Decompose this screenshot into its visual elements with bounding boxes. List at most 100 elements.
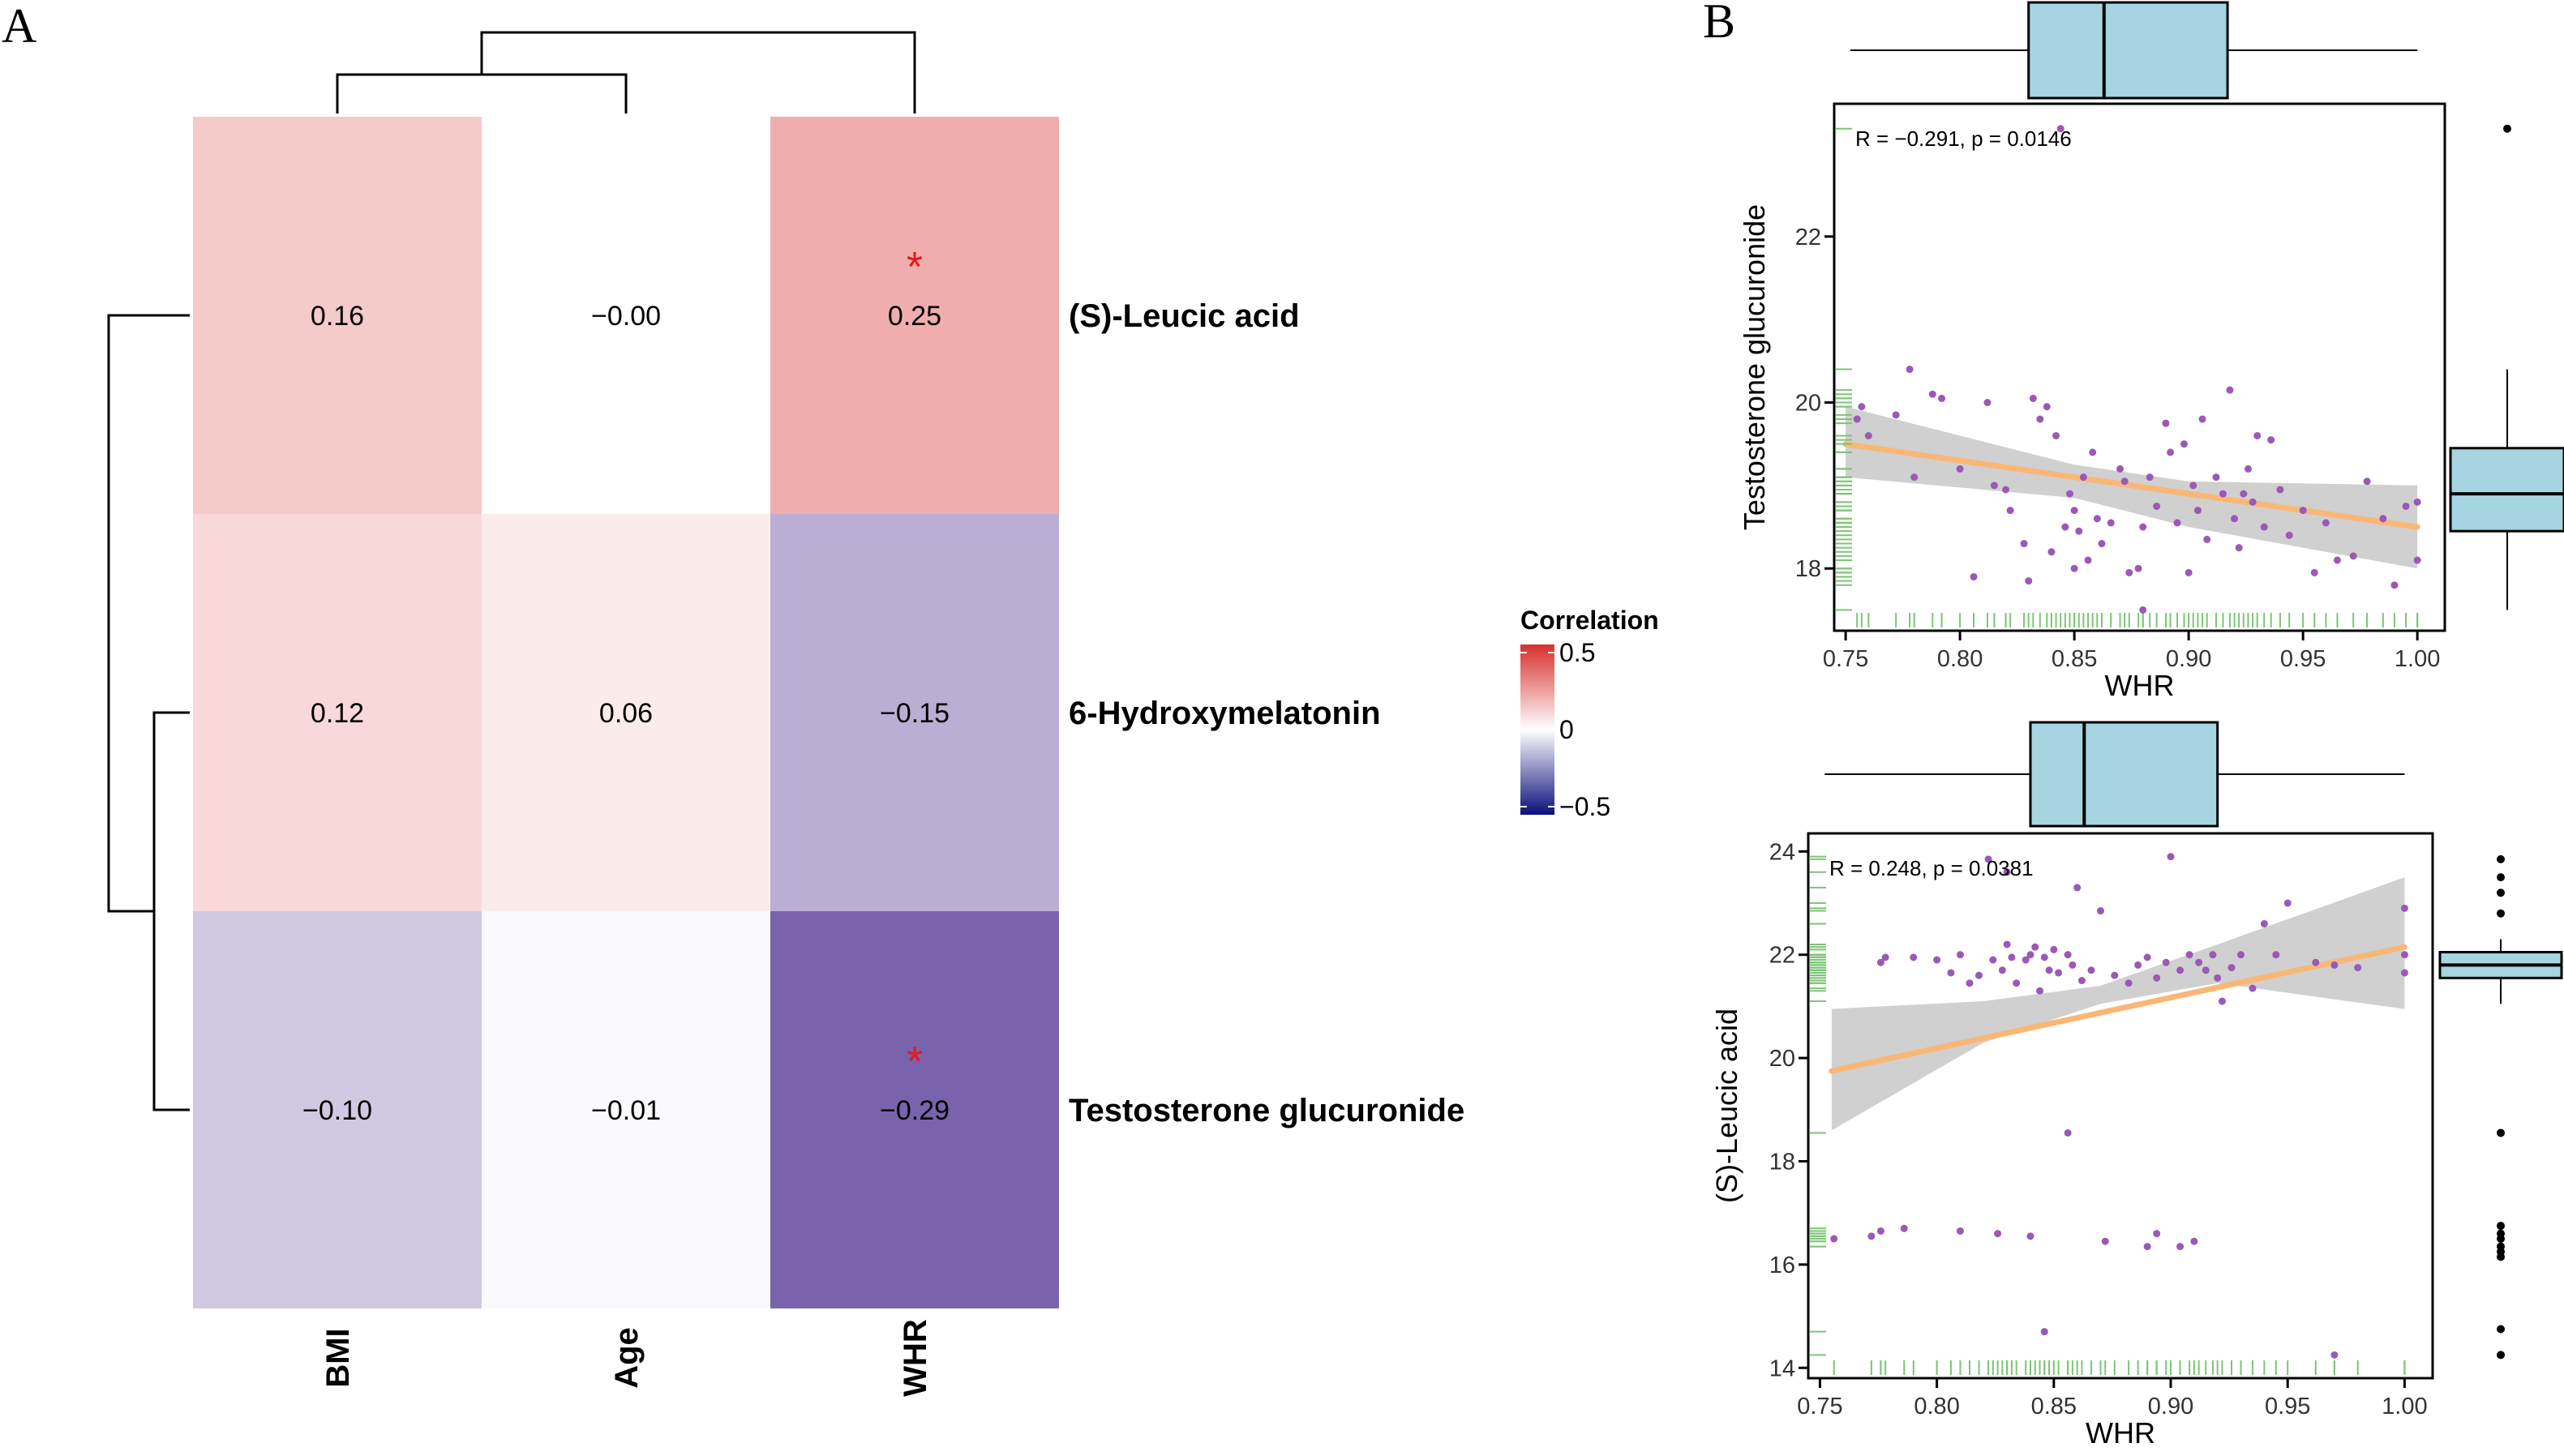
data-point xyxy=(2413,556,2421,564)
data-point xyxy=(2013,979,2021,987)
data-point xyxy=(1876,1227,1884,1235)
heatmap-cell xyxy=(770,514,1059,911)
data-point xyxy=(2235,544,2243,552)
right-box-outlier xyxy=(2497,909,2505,918)
data-point xyxy=(2402,502,2410,510)
data-point xyxy=(2354,964,2362,972)
data-point xyxy=(2020,540,2028,548)
data-point xyxy=(2061,523,2069,531)
data-point xyxy=(2107,519,2115,527)
cell-value: 0.25 xyxy=(888,301,941,332)
data-point xyxy=(2299,507,2307,515)
dendrogram-branch xyxy=(336,73,628,113)
data-point xyxy=(2002,486,2010,494)
data-point xyxy=(2330,1351,2339,1359)
cell-value: 0.12 xyxy=(311,698,364,729)
cell-value: −0.00 xyxy=(591,301,661,332)
top-box xyxy=(2029,721,2219,828)
cell-value: −0.15 xyxy=(880,698,950,729)
data-point xyxy=(2260,919,2268,927)
data-point xyxy=(2125,979,2133,987)
data-point xyxy=(2272,951,2280,959)
data-point xyxy=(2202,966,2210,974)
data-point xyxy=(2065,490,2073,498)
x-tick-label: 0.95 xyxy=(2265,1394,2310,1420)
data-point xyxy=(1876,958,1884,966)
data-point xyxy=(2006,507,2014,515)
data-point xyxy=(1864,431,1872,439)
data-point xyxy=(2189,482,2197,490)
y-tick-label: 18 xyxy=(1769,1149,1795,1175)
cell-value: −0.29 xyxy=(880,1095,950,1126)
data-point xyxy=(2153,1230,2161,1238)
y-axis-label: (S)-Leucic acid xyxy=(1710,1008,1743,1203)
right-box-outlier xyxy=(2497,854,2505,863)
legend-tick-label: −0.5 xyxy=(1559,792,1610,821)
legend-tick-label: 0 xyxy=(1559,715,1574,744)
row-label: Testosterone glucuronide xyxy=(1069,1093,1464,1128)
data-point xyxy=(2176,966,2185,974)
data-point xyxy=(2070,564,2078,572)
data-point xyxy=(2400,904,2408,912)
data-point xyxy=(2185,568,2193,576)
data-point xyxy=(1910,953,1918,961)
y-axis-label: Testosterone glucuronide xyxy=(1738,204,1771,530)
x-tick-label: 0.80 xyxy=(1937,646,1983,672)
data-point xyxy=(2093,515,2101,523)
data-point xyxy=(2240,490,2248,498)
y-tick-label: 22 xyxy=(1795,225,1821,251)
data-point xyxy=(2056,125,2064,133)
data-point xyxy=(2134,961,2142,969)
data-point xyxy=(2190,1237,2198,1245)
column-labels: BMI Age WHR xyxy=(320,1319,933,1397)
data-point xyxy=(2212,473,2220,482)
data-point xyxy=(2330,961,2339,969)
data-point xyxy=(1938,394,1946,402)
y-tick-label: 20 xyxy=(1795,391,1821,417)
data-point xyxy=(2070,507,2078,515)
data-point xyxy=(1900,1224,1908,1232)
right-box-outlier xyxy=(2497,1253,2505,1261)
data-point xyxy=(2003,868,2011,876)
right-box-outlier xyxy=(2497,1222,2505,1231)
data-point xyxy=(2025,577,2033,585)
right-box-outlier xyxy=(2497,1325,2505,1334)
plot-frame xyxy=(1833,102,2446,632)
data-point xyxy=(2050,945,2058,953)
row-label: (S)-Leucic acid xyxy=(1069,298,1300,334)
data-point xyxy=(1892,411,1900,419)
data-point xyxy=(2333,556,2341,564)
cell-value: −0.10 xyxy=(302,1095,372,1126)
data-point xyxy=(2143,953,2151,961)
heatmap-cell xyxy=(770,911,1059,1308)
data-point xyxy=(2249,498,2257,506)
data-point xyxy=(2176,1243,2185,1251)
data-point xyxy=(2162,419,2170,427)
data-point xyxy=(1830,1235,1838,1243)
x-tick-label: 0.90 xyxy=(2166,646,2211,672)
right-box-outlier xyxy=(2497,889,2505,897)
heatmap-cell xyxy=(482,117,770,514)
data-point xyxy=(2379,515,2387,523)
data-point xyxy=(2116,465,2125,473)
regression-line xyxy=(1829,944,2408,1074)
column-dendrogram xyxy=(336,31,916,113)
data-point xyxy=(2193,507,2202,515)
data-point xyxy=(2237,951,2245,959)
data-point xyxy=(2227,964,2236,972)
data-point xyxy=(2146,473,2154,482)
data-point xyxy=(2209,951,2217,959)
row-dendrogram xyxy=(107,314,190,1111)
y-tick-label: 22 xyxy=(1769,943,1795,969)
data-point xyxy=(1956,951,1964,959)
data-point xyxy=(2153,974,2161,982)
data-point xyxy=(2125,568,2133,576)
dendrogram-branch xyxy=(480,31,916,113)
heatmap-cell xyxy=(482,514,770,911)
cell-value: −0.01 xyxy=(591,1095,661,1126)
heatmap-cell xyxy=(193,514,482,911)
color-legend: Correlation 0.5 0 −0.5 xyxy=(1520,606,1659,821)
data-point xyxy=(2349,552,2357,560)
data-point xyxy=(2219,490,2227,498)
data-point xyxy=(2134,564,2142,572)
